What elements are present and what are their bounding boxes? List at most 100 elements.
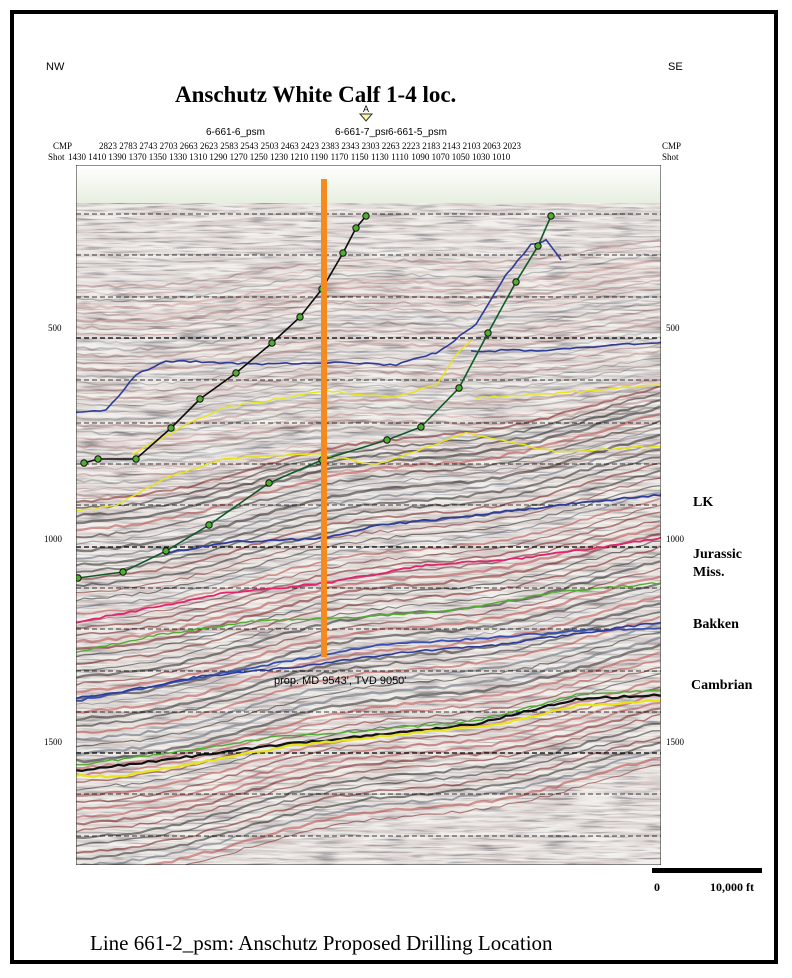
well-path-dot bbox=[339, 249, 347, 257]
well-path-dot bbox=[362, 212, 370, 220]
cmp-tick-label: 2023 bbox=[503, 141, 521, 151]
cmp-tick-label: 2223 bbox=[402, 141, 420, 151]
figure-caption: Line 661-2_psm: Anschutz Proposed Drilli… bbox=[90, 931, 553, 955]
well-label-2: 6-661-7_psm bbox=[335, 127, 394, 138]
time-tick-left-500: 500 bbox=[48, 323, 62, 333]
shot-axis-label-right: Shot bbox=[662, 152, 679, 162]
reflector-line bbox=[76, 702, 661, 819]
shot-tick-label: 1190 bbox=[310, 152, 329, 162]
reflector-line bbox=[76, 336, 661, 386]
cmp-tick-label: 2663 bbox=[179, 141, 198, 151]
reflector-line bbox=[76, 399, 661, 518]
reflector-line bbox=[141, 756, 661, 865]
reflector-line bbox=[76, 636, 661, 757]
reflector-layer bbox=[76, 239, 661, 865]
reflector-line bbox=[76, 622, 661, 741]
well-label-3: 6-661-5_psm bbox=[388, 127, 447, 138]
horizon-label-jurassic: Jurassic bbox=[693, 547, 742, 562]
well-path-dot bbox=[167, 424, 175, 432]
reflector-line bbox=[76, 694, 661, 812]
horizon-lines bbox=[76, 238, 661, 779]
shot-tick-label: 1410 bbox=[88, 152, 107, 162]
horizon-label-lk: LK bbox=[693, 495, 714, 510]
well-path-dot bbox=[383, 436, 391, 444]
well-path-dot bbox=[205, 521, 213, 529]
reflector-line bbox=[76, 280, 660, 331]
well-path-dot bbox=[296, 313, 304, 321]
shot-tick-label: 1150 bbox=[350, 152, 369, 162]
cmp-tick-label: 2143 bbox=[442, 141, 461, 151]
reflector-line bbox=[76, 680, 661, 797]
well-path-dot bbox=[417, 423, 425, 431]
shot-tick-label: 1090 bbox=[411, 152, 430, 162]
cmp-tick-label: 2623 bbox=[200, 141, 218, 151]
horizon-line bbox=[76, 238, 562, 413]
cmp-tick-label: 2463 bbox=[280, 141, 299, 151]
cmp-tick-label: 2543 bbox=[240, 141, 259, 151]
marker-label: A bbox=[363, 104, 370, 114]
reflector-line bbox=[76, 378, 661, 428]
cmp-tick-label: 2743 bbox=[139, 141, 158, 151]
reflector-line bbox=[76, 349, 661, 400]
reflector-line bbox=[76, 545, 661, 665]
reflector-line bbox=[76, 456, 661, 574]
reflector-line bbox=[76, 741, 661, 860]
well-path-dot bbox=[547, 212, 555, 220]
time-tick-left-1000: 1000 bbox=[44, 534, 62, 544]
well-path-dot bbox=[534, 242, 542, 250]
well-path-dot bbox=[94, 455, 102, 463]
horizon-line bbox=[165, 493, 661, 554]
reflector-line bbox=[76, 288, 661, 337]
reflector-line bbox=[76, 511, 661, 629]
reflector-line bbox=[76, 433, 661, 553]
well-path-dot bbox=[76, 574, 82, 582]
shot-tick-label: 1230 bbox=[270, 152, 288, 162]
reflector-line bbox=[76, 274, 661, 324]
cmp-tick-label: 2183 bbox=[422, 141, 441, 151]
reflector-line bbox=[76, 406, 661, 457]
shot-tick-label: 1170 bbox=[330, 152, 349, 162]
reflector-line bbox=[76, 611, 661, 727]
reflector-line bbox=[76, 567, 661, 686]
reflector-line bbox=[76, 575, 661, 694]
well-path-dot bbox=[119, 568, 127, 576]
shot-tick-label: 1050 bbox=[451, 152, 470, 162]
horizon-label-miss: Miss. bbox=[693, 565, 725, 580]
shot-tick-label: 1270 bbox=[229, 152, 248, 162]
marker-triangle-icon bbox=[358, 113, 374, 122]
well-path-dot bbox=[162, 547, 170, 555]
time-gridlines bbox=[76, 213, 661, 837]
cmp-tick-label: 2783 bbox=[119, 141, 138, 151]
reflector-line bbox=[76, 449, 661, 499]
horizon-line bbox=[470, 341, 661, 353]
reflector-line bbox=[76, 722, 661, 840]
well-path-dot bbox=[484, 329, 492, 337]
well-path-dot bbox=[80, 459, 88, 467]
reflector-line bbox=[76, 385, 661, 504]
reflector-line bbox=[76, 651, 661, 770]
horizon-line bbox=[76, 627, 661, 702]
horizon-line bbox=[76, 688, 661, 766]
reflector-line bbox=[76, 239, 661, 289]
well-path-dot bbox=[132, 455, 140, 463]
horizon-line bbox=[76, 536, 661, 624]
reflector-line bbox=[76, 730, 661, 847]
reflector-line bbox=[76, 497, 661, 615]
horizon-line bbox=[76, 582, 661, 653]
figure-frame: NW SE Anschutz White Calf 1-4 loc. A 6-6… bbox=[10, 10, 778, 964]
shot-tick-label: 1330 bbox=[169, 152, 187, 162]
cmp-axis-label: CMP bbox=[53, 141, 73, 151]
reflector-line bbox=[76, 666, 661, 783]
horizon-label-cambrian: Cambrian bbox=[691, 678, 753, 693]
shot-tick-label: 1310 bbox=[189, 152, 208, 162]
cmp-tick-label: 2503 bbox=[260, 141, 279, 151]
shot-tick-label: 1130 bbox=[371, 152, 389, 162]
time-tick-right-1500: 1500 bbox=[666, 737, 684, 747]
cmp-tick-label: 2423 bbox=[301, 141, 319, 151]
cmp-tick-label: 2343 bbox=[341, 141, 360, 151]
reflector-line bbox=[183, 764, 661, 865]
reflector-line bbox=[76, 469, 661, 587]
shot-tick-label: 1250 bbox=[249, 152, 268, 162]
cmp-axis-label-right: CMP bbox=[662, 141, 682, 151]
reflector-line bbox=[76, 315, 661, 365]
